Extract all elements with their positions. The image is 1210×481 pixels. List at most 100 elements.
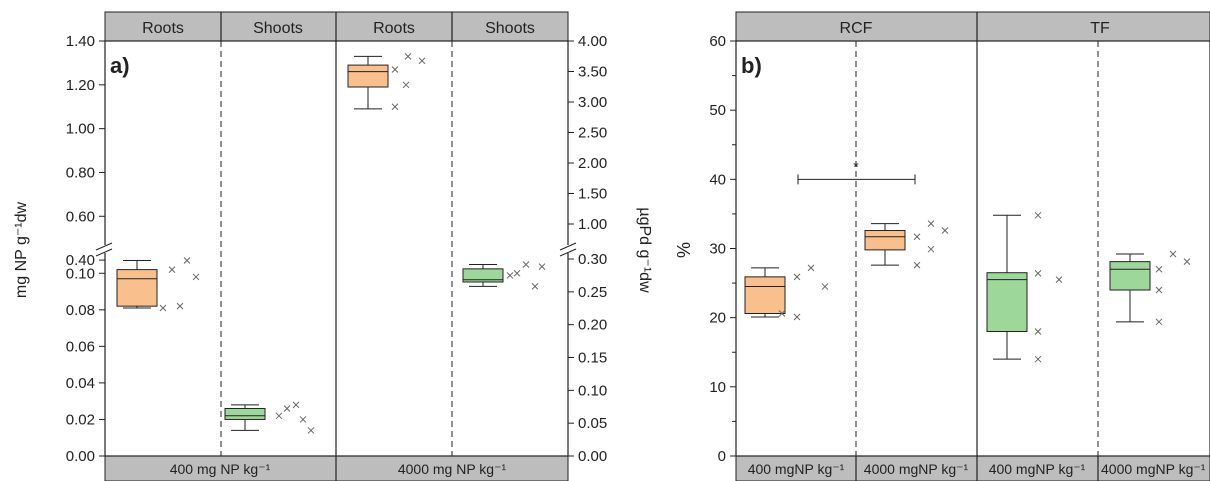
panel-b-box-2-point	[913, 261, 921, 269]
panel-a-left-tick-label: 0.02	[66, 411, 95, 428]
panel-b-y-axis: 0 10 20 30 40 50 60	[709, 33, 736, 465]
panel-b-bottom-label-2: 4000 mgNP kg⁻¹	[864, 461, 969, 477]
panel-b-y-tick-label: 50	[709, 102, 726, 119]
panel-a-bottom-label-400: 400 mg NP kg⁻¹	[170, 461, 271, 477]
panel-a-box-4-point	[531, 283, 539, 290]
panel-b-box-1-box	[744, 276, 786, 315]
panel-a-right-tick-label: 2.50	[578, 125, 607, 142]
panel-a-left-tick-label: 0.00	[66, 448, 95, 465]
panel-b-y-tick-label: 60	[709, 33, 726, 50]
panel-a-left-tick-label: 1.20	[66, 77, 95, 94]
panel-b-box-4-point	[1169, 250, 1177, 258]
panel-a-box-1-point	[159, 304, 167, 312]
panel-b-bottom-label-1: 400 mgNP kg⁻¹	[748, 461, 845, 477]
panel-a-ylabel-right: µgPd g⁻¹dw	[636, 207, 653, 293]
panel-b-box-4-point	[1183, 258, 1191, 265]
panel-a-right-axis: 0.00 0.05 0.10 0.15 0.20 0.25 0.30 1.00 1.50 2.00…	[568, 33, 607, 465]
panel-a-right-tick-label: 1.00	[578, 216, 607, 233]
panel-b-box-2-point	[941, 227, 949, 234]
panel-b-significance: *	[797, 158, 916, 185]
panel-a-header-shoots-1: Shoots	[253, 20, 303, 37]
panel-b-box-3-point	[1034, 211, 1042, 219]
panel-b-box-3-point	[1034, 270, 1042, 277]
panel-b-box-2-point	[927, 220, 935, 227]
panel-b-box-4-point	[1155, 286, 1163, 294]
panel-b-plot-frame	[735, 40, 1210, 457]
panel-b-box-3-point	[1055, 276, 1063, 283]
panel-a-axis-break-right	[559, 242, 578, 257]
panel-b-top-header-strip	[735, 11, 1210, 42]
panel-b-box-4-point	[1155, 265, 1163, 273]
panel-b-box-2-box	[864, 230, 906, 251]
panel-a-right-tick-label: 0.30	[578, 251, 607, 268]
panel-a-right-tick-label: 0.25	[578, 284, 607, 301]
panel-b-label: b)	[741, 53, 762, 78]
panel-a-ylabel-left: mg NP g⁻¹dw	[13, 201, 30, 298]
panel-a-box-1-point	[192, 273, 200, 281]
panel-b-header-rcf: RCF	[840, 20, 873, 37]
panel-a-box-4-box	[462, 268, 504, 283]
panel-a-box-4-point	[506, 272, 514, 279]
panel-a-box-4-point	[522, 261, 530, 268]
panel-a-box-3-point	[418, 57, 426, 65]
panel-a-box-1-point	[183, 257, 191, 264]
panel-a-right-tick-label: 3.50	[578, 64, 607, 81]
panel-b-header-tf: TF	[1090, 20, 1110, 37]
panel-b-y-tick-label: 0	[718, 448, 726, 465]
panel-a-box-1-box	[116, 269, 158, 307]
panel-a-label: a)	[110, 53, 130, 78]
panel-b-bottom-label-3: 400 mgNP kg⁻¹	[989, 461, 1086, 477]
panel-a-left-axis: 0.00 0.02 0.04 0.06 0.08 0.100.40 0.60 0.80 1.00…	[66, 33, 105, 465]
panel-a-left-tick-label: 1.40	[66, 33, 95, 50]
panel-b-box-4-box	[1109, 261, 1151, 291]
panel-b-box-3-box	[986, 272, 1028, 333]
panel-a-box-2-point	[283, 405, 291, 412]
panel-a-left-tick-label: 1.00	[66, 121, 95, 138]
panel-a-right-tick-label: 2.00	[578, 155, 607, 172]
panel-b-box-1-point	[821, 283, 829, 290]
panel-b-box-1-point	[778, 310, 786, 317]
panel-b-y-tick-label: 30	[709, 241, 726, 258]
panel-a-box-2-point	[307, 427, 315, 434]
panel-b-box-2-point	[913, 233, 921, 241]
panel-b: RCF TF 400 mgNP kg⁻¹ 4000 mgNP kg⁻¹ 400 …	[674, 11, 1210, 481]
panel-a-header-shoots-2: Shoots	[485, 20, 535, 37]
panel-a-right-tick-label: 0.20	[578, 317, 607, 334]
panel-b-box-1-point	[807, 264, 815, 272]
panel-b-y-tick-label: 20	[709, 310, 726, 327]
panel-a-left-tick-label: 0.80	[66, 164, 95, 181]
panel-a-left-tick-label: 0.40	[66, 252, 95, 269]
panel-b-box-3-point	[1034, 328, 1042, 335]
panel-b-box-1-point	[793, 313, 801, 321]
panel-a-box-2-box	[224, 407, 266, 420]
panel-b-box-3-point	[1034, 355, 1042, 363]
panel-a-box-1-point	[168, 266, 176, 273]
panel-a-box-3-point	[391, 103, 399, 111]
panel-a-right-tick-label: 0.00	[578, 448, 607, 465]
panel-a-left-tick-label: 0.06	[66, 338, 95, 355]
panel-a-box-3-point	[391, 66, 399, 73]
panel-a-left-tick-label: 0.04	[66, 375, 95, 392]
panel-a-box-3-point	[402, 81, 410, 89]
panel-a-right-tick-label: 0.15	[578, 350, 607, 367]
panel-a-right-tick-label: 0.10	[578, 382, 607, 399]
panel-b-box-1-point	[793, 273, 801, 281]
panel-a-header-roots-1: Roots	[142, 20, 184, 37]
panel-b-y-tick-label: 40	[709, 171, 726, 188]
panel-a-bottom-label-4000: 4000 mg NP kg⁻¹	[398, 461, 507, 477]
panel-a-box-3-point	[404, 52, 412, 60]
panel-a-left-tick-label: 0.10	[66, 265, 95, 282]
panel-a-box-4-point	[513, 269, 521, 277]
panel-a-boxes	[116, 52, 546, 434]
panel-b-boxes	[744, 211, 1191, 363]
panel-a-left-tick-label: 0.08	[66, 302, 95, 319]
panel-b-y-tick-label: 10	[709, 379, 726, 396]
panel-a: Roots Shoots Roots Shoots 400 mg NP kg⁻¹…	[13, 11, 653, 481]
significance-label: *	[853, 158, 859, 174]
panel-a-box-4-point	[538, 263, 546, 271]
panel-a-right-tick-label: 1.50	[578, 186, 607, 203]
panel-a-axis-break-left	[95, 242, 114, 257]
panel-a-box-2-point	[275, 412, 283, 420]
panel-b-ylabel: %	[674, 242, 694, 258]
